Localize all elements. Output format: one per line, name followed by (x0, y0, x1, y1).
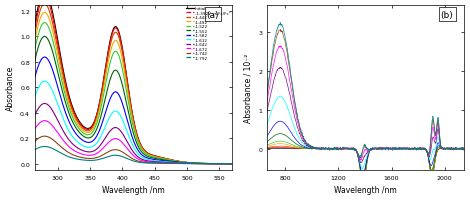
Text: (b): (b) (441, 10, 454, 19)
X-axis label: Wavelength /nm: Wavelength /nm (334, 186, 397, 194)
Y-axis label: Absorbance / 10⁻²: Absorbance / 10⁻² (243, 53, 252, 122)
Legend: Initial, -1.392V vs Fc/Fc⁺, -1.442, -1.492, -1.522, -1.552, -1.582, -1.612, -1.6: Initial, -1.392V vs Fc/Fc⁺, -1.442, -1.4… (186, 7, 231, 61)
Y-axis label: Absorbance: Absorbance (6, 65, 15, 110)
X-axis label: Wavelength /nm: Wavelength /nm (102, 186, 165, 194)
Text: (a): (a) (207, 10, 219, 19)
